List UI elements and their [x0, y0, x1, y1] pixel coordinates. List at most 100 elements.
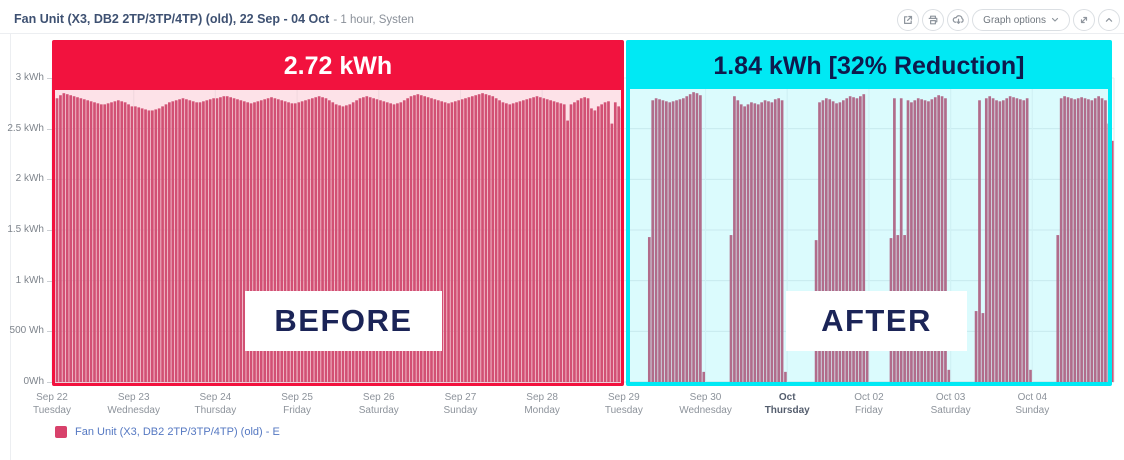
bar[interactable]	[239, 100, 243, 382]
bar[interactable]	[733, 96, 736, 383]
bar[interactable]	[331, 102, 335, 382]
bar[interactable]	[55, 98, 59, 383]
chart-legend[interactable]: Fan Unit (X3, DB2 2TP/3TP/4TP) (old) - E	[55, 426, 280, 438]
bar[interactable]	[600, 104, 604, 382]
bar[interactable]	[1012, 97, 1015, 382]
bar[interactable]	[743, 106, 746, 383]
bar[interactable]	[276, 99, 280, 382]
bar[interactable]	[579, 98, 583, 383]
bar[interactable]	[69, 95, 73, 382]
bar[interactable]	[1056, 235, 1060, 382]
bar[interactable]	[256, 101, 260, 382]
bar[interactable]	[770, 102, 774, 382]
bar[interactable]	[62, 93, 66, 382]
bar[interactable]	[930, 99, 934, 382]
bar[interactable]	[219, 97, 222, 382]
bar[interactable]	[1025, 98, 1029, 383]
bar[interactable]	[287, 102, 290, 382]
bar[interactable]	[1080, 97, 1083, 382]
bar[interactable]	[93, 102, 96, 382]
bar[interactable]	[270, 97, 273, 382]
bar[interactable]	[1070, 98, 1073, 383]
bar[interactable]	[161, 106, 164, 383]
bar[interactable]	[542, 98, 546, 383]
bar[interactable]	[406, 98, 409, 383]
bar[interactable]	[845, 98, 849, 383]
bar[interactable]	[920, 99, 923, 382]
bar[interactable]	[1059, 98, 1063, 383]
bar[interactable]	[937, 95, 940, 382]
bar[interactable]	[586, 98, 590, 383]
bar[interactable]	[556, 102, 559, 382]
bar[interactable]	[481, 93, 484, 382]
bar[interactable]	[137, 107, 141, 382]
bar[interactable]	[1008, 96, 1012, 383]
bar[interactable]	[991, 98, 995, 383]
bar[interactable]	[154, 109, 158, 382]
bar[interactable]	[127, 104, 130, 382]
bar[interactable]	[229, 97, 232, 382]
bar[interactable]	[76, 97, 79, 382]
bar[interactable]	[617, 106, 621, 383]
bar[interactable]	[1097, 96, 1100, 383]
expand-button[interactable]	[1073, 9, 1095, 31]
bar[interactable]	[453, 101, 457, 382]
bar[interactable]	[981, 313, 985, 382]
bar[interactable]	[351, 102, 355, 382]
bar[interactable]	[1104, 100, 1107, 382]
bar[interactable]	[379, 100, 382, 382]
bar[interactable]	[1093, 98, 1097, 383]
bar[interactable]	[988, 96, 992, 383]
bar[interactable]	[426, 97, 430, 382]
bar[interactable]	[96, 103, 100, 382]
bar[interactable]	[202, 101, 205, 382]
bar[interactable]	[893, 98, 896, 383]
bar[interactable]	[944, 98, 947, 383]
bar[interactable]	[130, 106, 134, 383]
bar[interactable]	[103, 104, 107, 382]
bar[interactable]	[1022, 100, 1026, 382]
bar[interactable]	[338, 105, 341, 383]
bar[interactable]	[692, 92, 695, 382]
bar[interactable]	[419, 95, 423, 382]
bar[interactable]	[702, 371, 706, 382]
bar[interactable]	[174, 100, 178, 382]
bar[interactable]	[447, 103, 450, 382]
bar[interactable]	[1066, 97, 1070, 382]
bar[interactable]	[777, 98, 781, 383]
bar[interactable]	[460, 99, 464, 382]
bar[interactable]	[1090, 100, 1094, 382]
bar[interactable]	[99, 104, 103, 382]
bar[interactable]	[494, 98, 498, 383]
bar[interactable]	[409, 96, 413, 383]
bar[interactable]	[467, 97, 471, 382]
bar[interactable]	[501, 102, 505, 382]
bar[interactable]	[562, 104, 566, 382]
bar[interactable]	[607, 101, 610, 382]
bar[interactable]	[668, 102, 672, 382]
bar[interactable]	[518, 101, 522, 382]
bar[interactable]	[345, 105, 348, 383]
bar[interactable]	[753, 103, 757, 382]
bar[interactable]	[773, 99, 777, 382]
bar[interactable]	[675, 100, 678, 382]
bar[interactable]	[651, 100, 655, 382]
bar[interactable]	[263, 99, 267, 382]
bar[interactable]	[168, 102, 171, 382]
bar[interactable]	[491, 96, 495, 383]
bar[interactable]	[120, 101, 124, 382]
bar[interactable]	[828, 99, 832, 382]
bar[interactable]	[750, 102, 753, 382]
bar[interactable]	[913, 100, 917, 382]
bar[interactable]	[389, 103, 392, 382]
bar[interactable]	[355, 100, 358, 382]
bar[interactable]	[1076, 98, 1080, 383]
bar[interactable]	[927, 101, 930, 382]
bar[interactable]	[215, 98, 219, 383]
bar[interactable]	[1110, 140, 1114, 382]
bar[interactable]	[995, 100, 998, 382]
bar[interactable]	[559, 103, 563, 382]
bar[interactable]	[164, 104, 168, 382]
bar[interactable]	[253, 102, 256, 382]
bar[interactable]	[539, 97, 542, 382]
